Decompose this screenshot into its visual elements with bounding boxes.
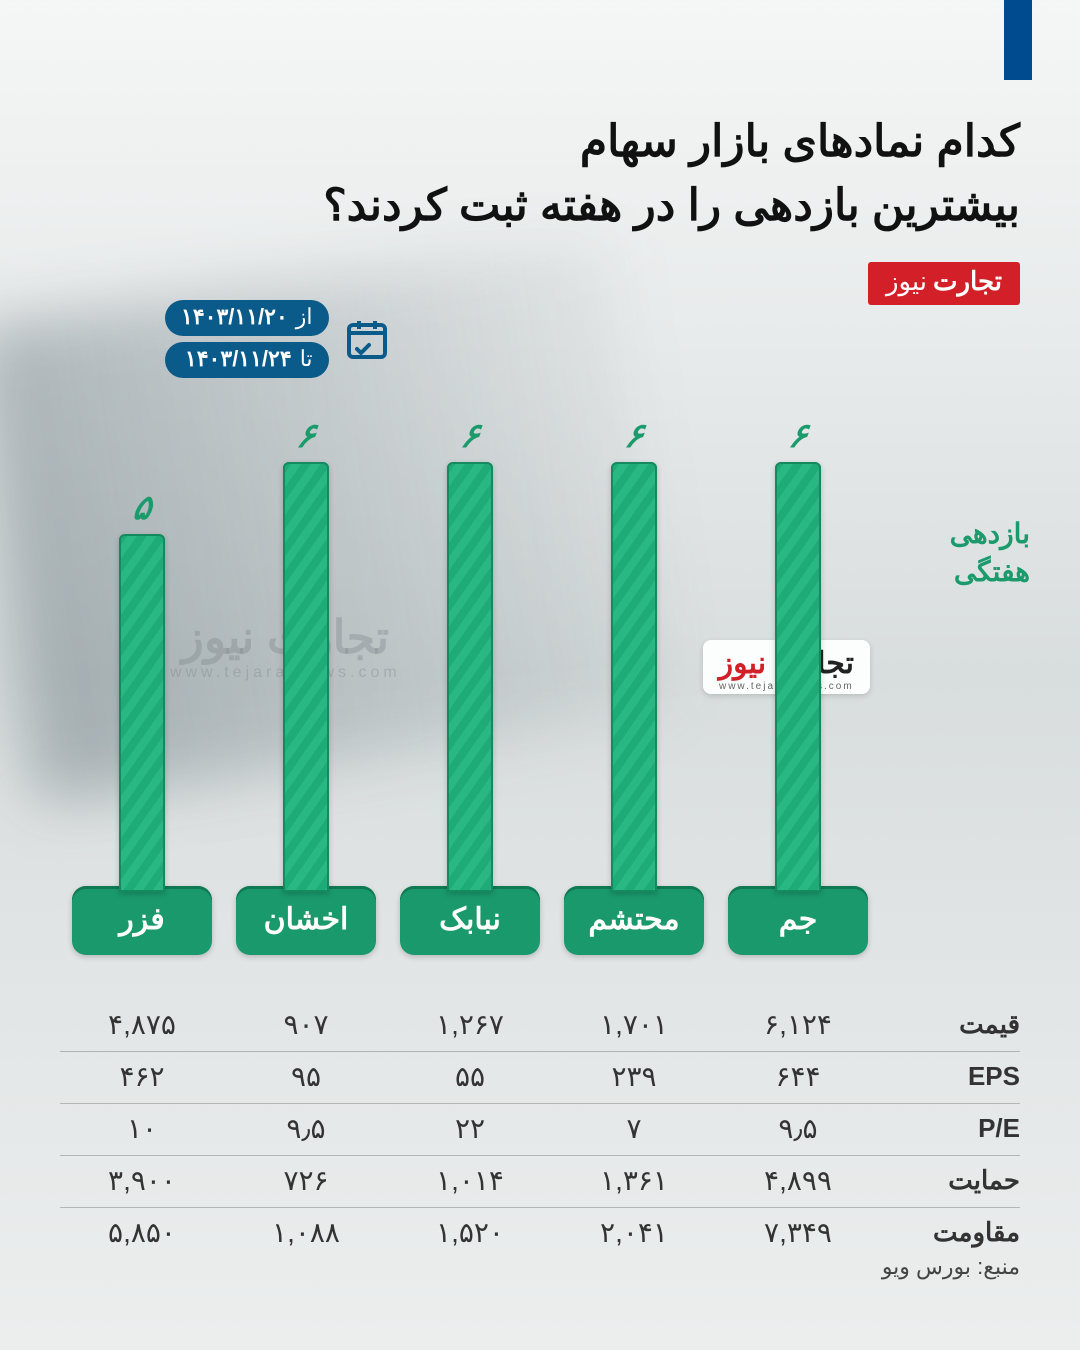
- brand-light: نیوز: [886, 266, 927, 297]
- row-cells: ۷,۳۴۹ ۲,۰۴۱ ۱,۵۲۰ ۱,۰۸۸ ۵,۸۵۰: [60, 1208, 880, 1259]
- calendar-icon: [343, 315, 391, 363]
- table-cell: ۷: [559, 1104, 709, 1155]
- table-cell: ۴۶۲: [67, 1052, 217, 1103]
- table-cell: ۹۰۷: [231, 1000, 381, 1051]
- table-cell: ۲۲: [395, 1104, 545, 1155]
- title-line-2: بیشترین بازدهی را در هفته ثبت کردند؟: [323, 174, 1020, 238]
- table-cell: ۶,۱۲۴: [723, 1000, 873, 1051]
- bar-column: ۶ محتشم: [564, 416, 704, 955]
- row-label: EPS: [880, 1053, 1020, 1102]
- table-cell: ۹٫۵: [231, 1104, 381, 1155]
- date-from-prefix: از: [296, 304, 313, 330]
- date-to-pill: تا ۱۴۰۳/۱۱/۲۴: [165, 342, 329, 378]
- table-row: قیمت۶,۱۲۴ ۱,۷۰۱ ۱,۲۶۷ ۹۰۷ ۴,۸۷۵: [60, 1000, 1020, 1052]
- table-row: P/E۹٫۵۷۲۲۹٫۵۱۰: [60, 1104, 1020, 1156]
- bar-value: ۶: [622, 416, 646, 456]
- bar: [283, 462, 329, 892]
- bar-value: ۶: [294, 416, 318, 456]
- source-label: منبع: بورس ویو: [882, 1254, 1020, 1280]
- bar-column: ۶ نبابک: [400, 416, 540, 955]
- bar-value: ۵: [130, 488, 154, 528]
- table-cell: ۱,۰۱۴: [395, 1156, 545, 1207]
- table-cell: ۲,۰۴۱: [559, 1208, 709, 1259]
- date-to-value: ۱۴۰۳/۱۱/۲۴: [185, 346, 292, 372]
- table-cell: ۶۴۴: [723, 1052, 873, 1103]
- table-cell: ۱,۲۶۷: [395, 1000, 545, 1051]
- bar-value: ۶: [458, 416, 482, 456]
- accent-bar: [1004, 0, 1032, 80]
- table-cell: ۹٫۵: [723, 1104, 873, 1155]
- bar-name-chip: فزر: [72, 886, 212, 955]
- metrics-table: قیمت۶,۱۲۴ ۱,۷۰۱ ۱,۲۶۷ ۹۰۷ ۴,۸۷۵ EPS۶۴۴ ۲۳۹ ۵۵ ۹۵…: [60, 1000, 1020, 1259]
- row-label: حمایت: [880, 1157, 1020, 1206]
- table-cell: ۱,۷۰۱: [559, 1000, 709, 1051]
- table-cell: ۱,۳۶۱: [559, 1156, 709, 1207]
- page-title: کدام نمادهای بازار سهام بیشترین بازدهی ر…: [323, 110, 1020, 238]
- brand-badge: تجارت نیوز: [868, 262, 1020, 305]
- bar: [119, 534, 165, 892]
- table-cell: ۵۵: [395, 1052, 545, 1103]
- brand-bold: تجارت: [933, 266, 1002, 297]
- row-cells: ۹٫۵ ۷ ۲۲ ۹٫۵ ۱۰: [60, 1104, 880, 1155]
- chart-ylabel: بازدهی هفتگی: [910, 515, 1030, 591]
- table-cell: ۷۲۶: [231, 1156, 381, 1207]
- bar-chart: بازدهی هفتگی ۶جم۶محتشم۶نبابک۶اخشان۵فزر: [60, 395, 1020, 955]
- table-cell: ۲۳۹: [559, 1052, 709, 1103]
- bar-value: ۶: [786, 416, 810, 456]
- bar-name-chip: جم: [728, 886, 868, 955]
- table-cell: ۱,۵۲۰: [395, 1208, 545, 1259]
- row-cells: ۶۴۴ ۲۳۹ ۵۵ ۹۵ ۴۶۲: [60, 1052, 880, 1103]
- table-cell: ۴,۸۷۵: [67, 1000, 217, 1051]
- bar-column: ۶ اخشان: [236, 416, 376, 955]
- table-cell: ۹۵: [231, 1052, 381, 1103]
- date-from-pill: از ۱۴۰۳/۱۱/۲۰: [165, 300, 329, 336]
- table-row: مقاومت۷,۳۴۹ ۲,۰۴۱ ۱,۵۲۰ ۱,۰۸۸ ۵,۸۵۰: [60, 1208, 1020, 1259]
- row-label: مقاومت: [880, 1209, 1020, 1258]
- row-label: P/E: [880, 1105, 1020, 1154]
- title-line-1: کدام نمادهای بازار سهام: [323, 110, 1020, 174]
- bar-name-chip: اخشان: [236, 886, 376, 955]
- row-label: قیمت: [880, 1001, 1020, 1050]
- table-cell: ۷,۳۴۹: [723, 1208, 873, 1259]
- bar-name-chip: محتشم: [564, 886, 704, 955]
- table-row: حمایت۴,۸۹۹ ۱,۳۶۱ ۱,۰۱۴ ۷۲۶ ۳,۹۰۰: [60, 1156, 1020, 1208]
- table-cell: ۴,۸۹۹: [723, 1156, 873, 1207]
- row-cells: ۶,۱۲۴ ۱,۷۰۱ ۱,۲۶۷ ۹۰۷ ۴,۸۷۵: [60, 1000, 880, 1051]
- date-to-prefix: تا: [300, 346, 313, 372]
- bar: [775, 462, 821, 892]
- bar-name-chip: نبابک: [400, 886, 540, 955]
- bar-column: ۶ جم: [728, 416, 868, 955]
- table-cell: ۱,۰۸۸: [231, 1208, 381, 1259]
- bar: [611, 462, 657, 892]
- table-cell: ۵,۸۵۰: [67, 1208, 217, 1259]
- table-cell: ۱۰: [67, 1104, 217, 1155]
- bar-column: ۵ فزر: [72, 488, 212, 955]
- table-cell: ۳,۹۰۰: [67, 1156, 217, 1207]
- table-row: EPS۶۴۴ ۲۳۹ ۵۵ ۹۵ ۴۶۲: [60, 1052, 1020, 1104]
- bar: [447, 462, 493, 892]
- row-cells: ۴,۸۹۹ ۱,۳۶۱ ۱,۰۱۴ ۷۲۶ ۳,۹۰۰: [60, 1156, 880, 1207]
- date-from-value: ۱۴۰۳/۱۱/۲۰: [181, 304, 288, 330]
- date-range: از ۱۴۰۳/۱۱/۲۰ تا ۱۴۰۳/۱۱/۲۴: [165, 300, 391, 378]
